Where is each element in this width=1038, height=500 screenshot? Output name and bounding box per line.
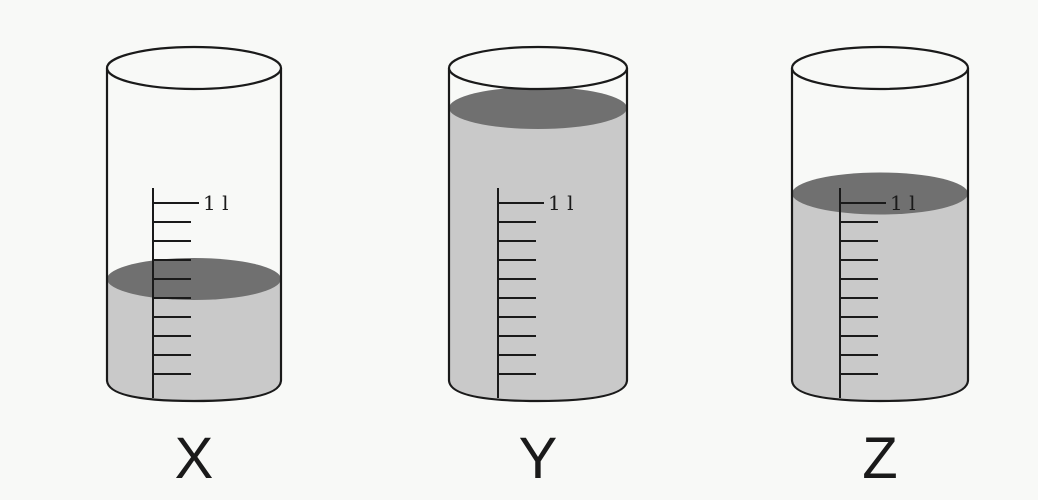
beaker-y: 1 l <box>449 47 627 401</box>
beaker-y-water-surface <box>449 87 627 129</box>
beaker-z: 1 l <box>792 47 968 401</box>
beaker-x-water-surface <box>107 258 281 300</box>
beaker-x-label: X <box>134 424 254 494</box>
beaker-z-scale-label: 1 l <box>890 191 915 215</box>
beaker-x: 1 l <box>107 47 281 401</box>
beaker-x-rim <box>107 47 281 89</box>
beaker-z-water <box>792 194 968 402</box>
beaker-y-water <box>449 108 627 401</box>
beaker-x-scale-label: 1 l <box>203 191 228 215</box>
beaker-y-label: Y <box>478 424 598 494</box>
beaker-y-scale-label: 1 l <box>548 191 573 215</box>
beaker-z-rim <box>792 47 968 89</box>
beaker-z-label: Z <box>820 424 940 494</box>
beaker-y-rim <box>449 47 627 89</box>
beaker-z-water-surface <box>792 173 968 215</box>
